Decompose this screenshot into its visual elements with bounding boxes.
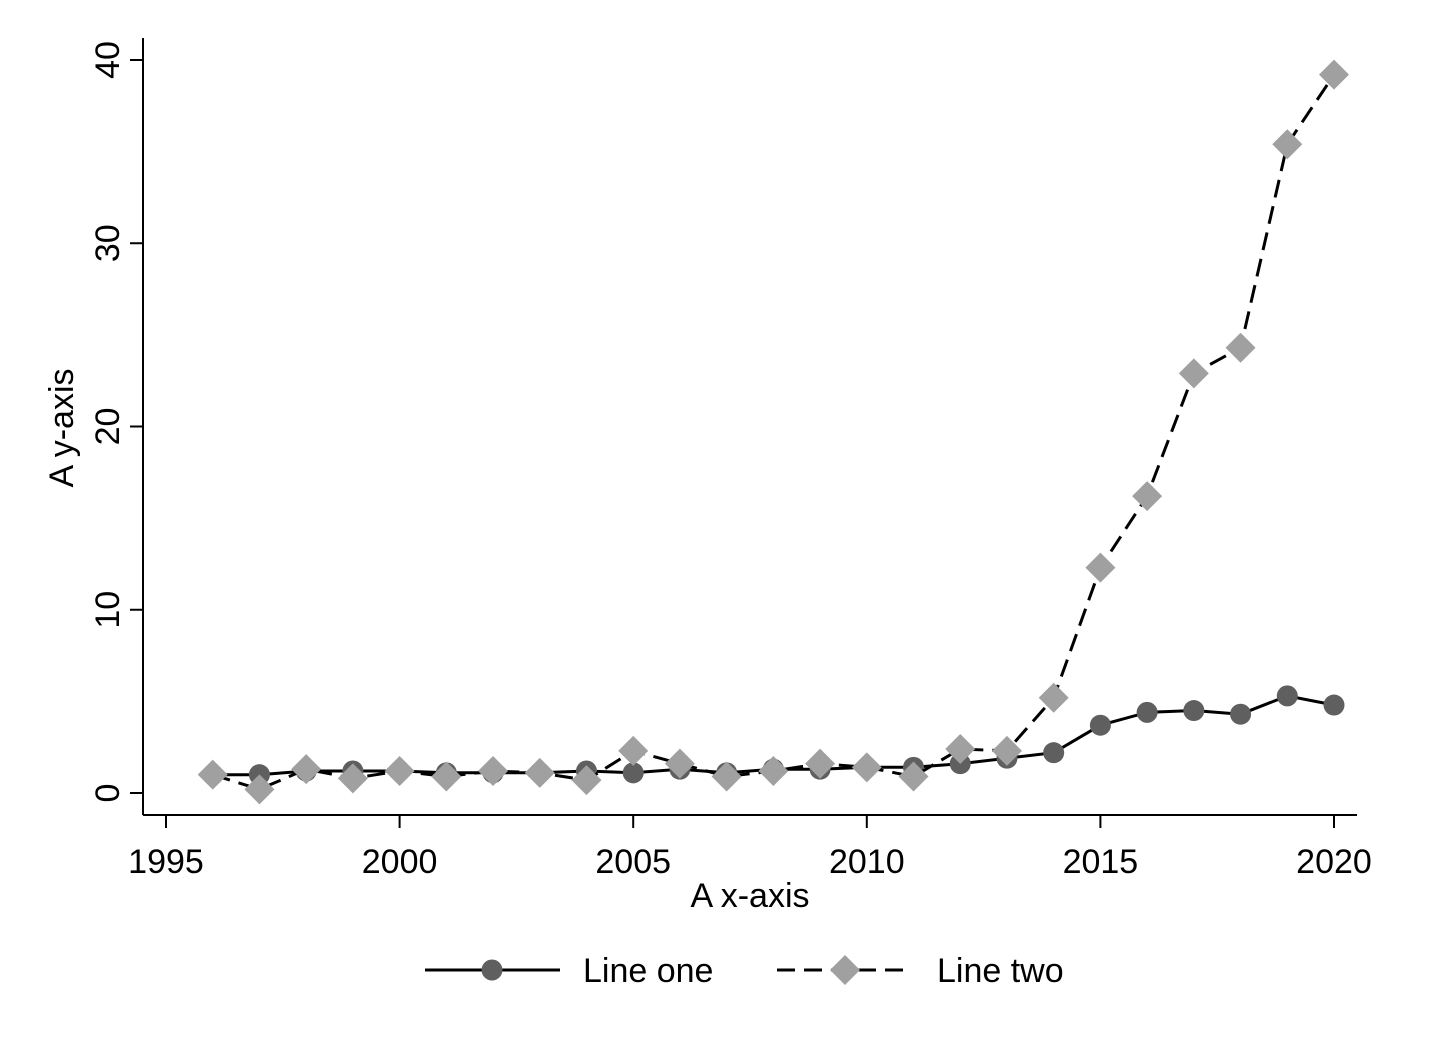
legend-marker bbox=[481, 959, 503, 981]
series-2-point bbox=[1085, 552, 1116, 583]
legend-item-1: Line one bbox=[425, 952, 713, 990]
series-2-point bbox=[478, 756, 509, 787]
series-2-point bbox=[991, 735, 1022, 766]
y-tick-label: 40 bbox=[89, 41, 127, 79]
legend-item-2: Line two bbox=[777, 952, 1064, 990]
series-1-point bbox=[1323, 694, 1345, 716]
series-2-point bbox=[758, 756, 789, 787]
x-tick-label: 2000 bbox=[362, 843, 438, 881]
y-tick-label: 30 bbox=[89, 224, 127, 262]
series-2-point bbox=[1132, 481, 1163, 512]
series-2-point bbox=[945, 734, 976, 765]
series-2-point bbox=[618, 735, 649, 766]
series-1-point bbox=[1183, 700, 1205, 722]
series-2-point bbox=[244, 774, 275, 805]
legend: Line one Line two bbox=[425, 952, 1064, 990]
series-1-point bbox=[1136, 701, 1158, 723]
y-tick-label: 20 bbox=[89, 408, 127, 446]
series-2-point bbox=[1178, 358, 1209, 389]
series-1-point bbox=[1089, 714, 1111, 736]
y-tick-label: 10 bbox=[89, 591, 127, 629]
legend-label: Line two bbox=[937, 952, 1064, 990]
legend-label: Line one bbox=[583, 952, 713, 990]
x-tick-label: 2015 bbox=[1063, 843, 1139, 881]
x-ticks: 1995 2000 2005 2010 2015 2020 bbox=[128, 815, 1372, 881]
series-2-point bbox=[384, 756, 415, 787]
x-tick-label: 2005 bbox=[595, 843, 671, 881]
series-2-point bbox=[431, 761, 462, 792]
series-1-point bbox=[1043, 742, 1065, 764]
series-2-point bbox=[1272, 129, 1303, 160]
series-2-point bbox=[711, 761, 742, 792]
series-2-point bbox=[291, 754, 322, 785]
y-tick-label: 0 bbox=[89, 784, 127, 803]
series-layer bbox=[197, 59, 1349, 805]
series-2-point bbox=[1038, 682, 1069, 713]
series-2-point bbox=[524, 757, 555, 788]
x-tick-label: 1995 bbox=[128, 843, 204, 881]
series-2-point bbox=[337, 763, 368, 794]
x-axis-title: A x-axis bbox=[690, 877, 809, 915]
series-2-point bbox=[805, 748, 836, 779]
x-tick-label: 2010 bbox=[829, 843, 905, 881]
series-line-2 bbox=[212, 73, 1336, 791]
series-2-point bbox=[1319, 59, 1349, 90]
x-tick-label: 2020 bbox=[1296, 843, 1372, 881]
series-1-point bbox=[1276, 685, 1298, 707]
series-2-point bbox=[197, 759, 228, 790]
series-2-point bbox=[898, 761, 929, 792]
series-2-point bbox=[1225, 332, 1256, 363]
series-2-point bbox=[851, 752, 882, 783]
series-2-point bbox=[571, 765, 602, 796]
series-2-point bbox=[664, 748, 695, 779]
series-1-point bbox=[622, 762, 644, 784]
legend-marker bbox=[830, 955, 860, 985]
y-ticks: 0 10 20 30 40 bbox=[89, 41, 143, 802]
y-axis-title: A y-axis bbox=[43, 368, 81, 487]
series-1-point bbox=[1230, 703, 1252, 725]
